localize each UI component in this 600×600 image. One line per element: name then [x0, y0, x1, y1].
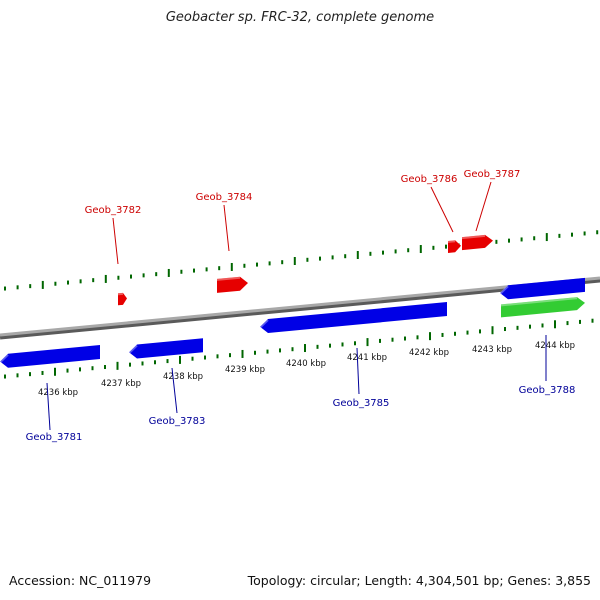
- gene-leader-line: [46, 382, 51, 431]
- map-title: Geobacter sp. FRC-32, complete genome: [165, 10, 435, 25]
- gene-labels: Geob_3781 Geob_3782 Geob_3783 Geob_3784 Geob…: [26, 169, 576, 443]
- gene-leader-line: [475, 181, 492, 232]
- forward-gene-arrow: [117, 292, 127, 306]
- coordinate-label: 4244 kbp: [535, 341, 575, 351]
- gene-leader-line: [430, 186, 454, 233]
- coordinate-label: 4243 kbp: [472, 345, 512, 355]
- reverse-gene-arrow: [128, 338, 203, 359]
- coordinate-label: 4236 kbp: [38, 388, 78, 398]
- gene-label[interactable]: Geob_3783: [149, 416, 206, 427]
- coordinate-label: 4240 kbp: [286, 359, 326, 369]
- reverse-gene-arrow: [499, 277, 585, 300]
- gene-label[interactable]: Geob_3784: [196, 192, 253, 203]
- gene-label[interactable]: Geob_3788: [519, 385, 576, 396]
- accession-text: Accession: NC_011979: [9, 573, 152, 588]
- gene-leader-line: [171, 367, 178, 414]
- coordinate-label: 4241 kbp: [347, 353, 387, 363]
- reverse-gene-arrow: [0, 345, 100, 368]
- forward-gene-arrow: [461, 234, 493, 251]
- reverse-tick-track: [4, 318, 594, 379]
- gene-features: [0, 234, 585, 368]
- coordinate-labels: 4236 kbp 4237 kbp 4238 kbp 4239 kbp 4240 kbp…: [38, 341, 575, 398]
- genome-backbone: [0, 276, 600, 337]
- rna-feature-bar: [500, 297, 585, 318]
- gene-label[interactable]: Geob_3785: [333, 398, 390, 409]
- coordinate-label: 4242 kbp: [409, 348, 449, 358]
- gene-leader-line: [112, 217, 119, 265]
- gene-label[interactable]: Geob_3781: [26, 432, 83, 443]
- reverse-gene-arrow: [259, 302, 447, 334]
- coordinate-label: 4239 kbp: [225, 365, 265, 375]
- genome-backbone-shadow: [0, 277, 600, 340]
- gene-label[interactable]: Geob_3782: [85, 205, 142, 216]
- coordinate-label: 4237 kbp: [101, 379, 141, 389]
- gene-leader-line: [223, 204, 230, 252]
- forward-gene-arrow: [447, 240, 461, 253]
- gene-label[interactable]: Geob_3786: [401, 174, 458, 185]
- gene-label[interactable]: Geob_3787: [464, 169, 521, 180]
- gene-leader-line: [356, 347, 360, 395]
- coordinate-label: 4238 kbp: [163, 372, 203, 382]
- forward-tick-track: [4, 230, 599, 291]
- genome-summary-text: Topology: circular; Length: 4,304,501 bp…: [247, 573, 591, 588]
- forward-gene-arrow: [216, 276, 248, 293]
